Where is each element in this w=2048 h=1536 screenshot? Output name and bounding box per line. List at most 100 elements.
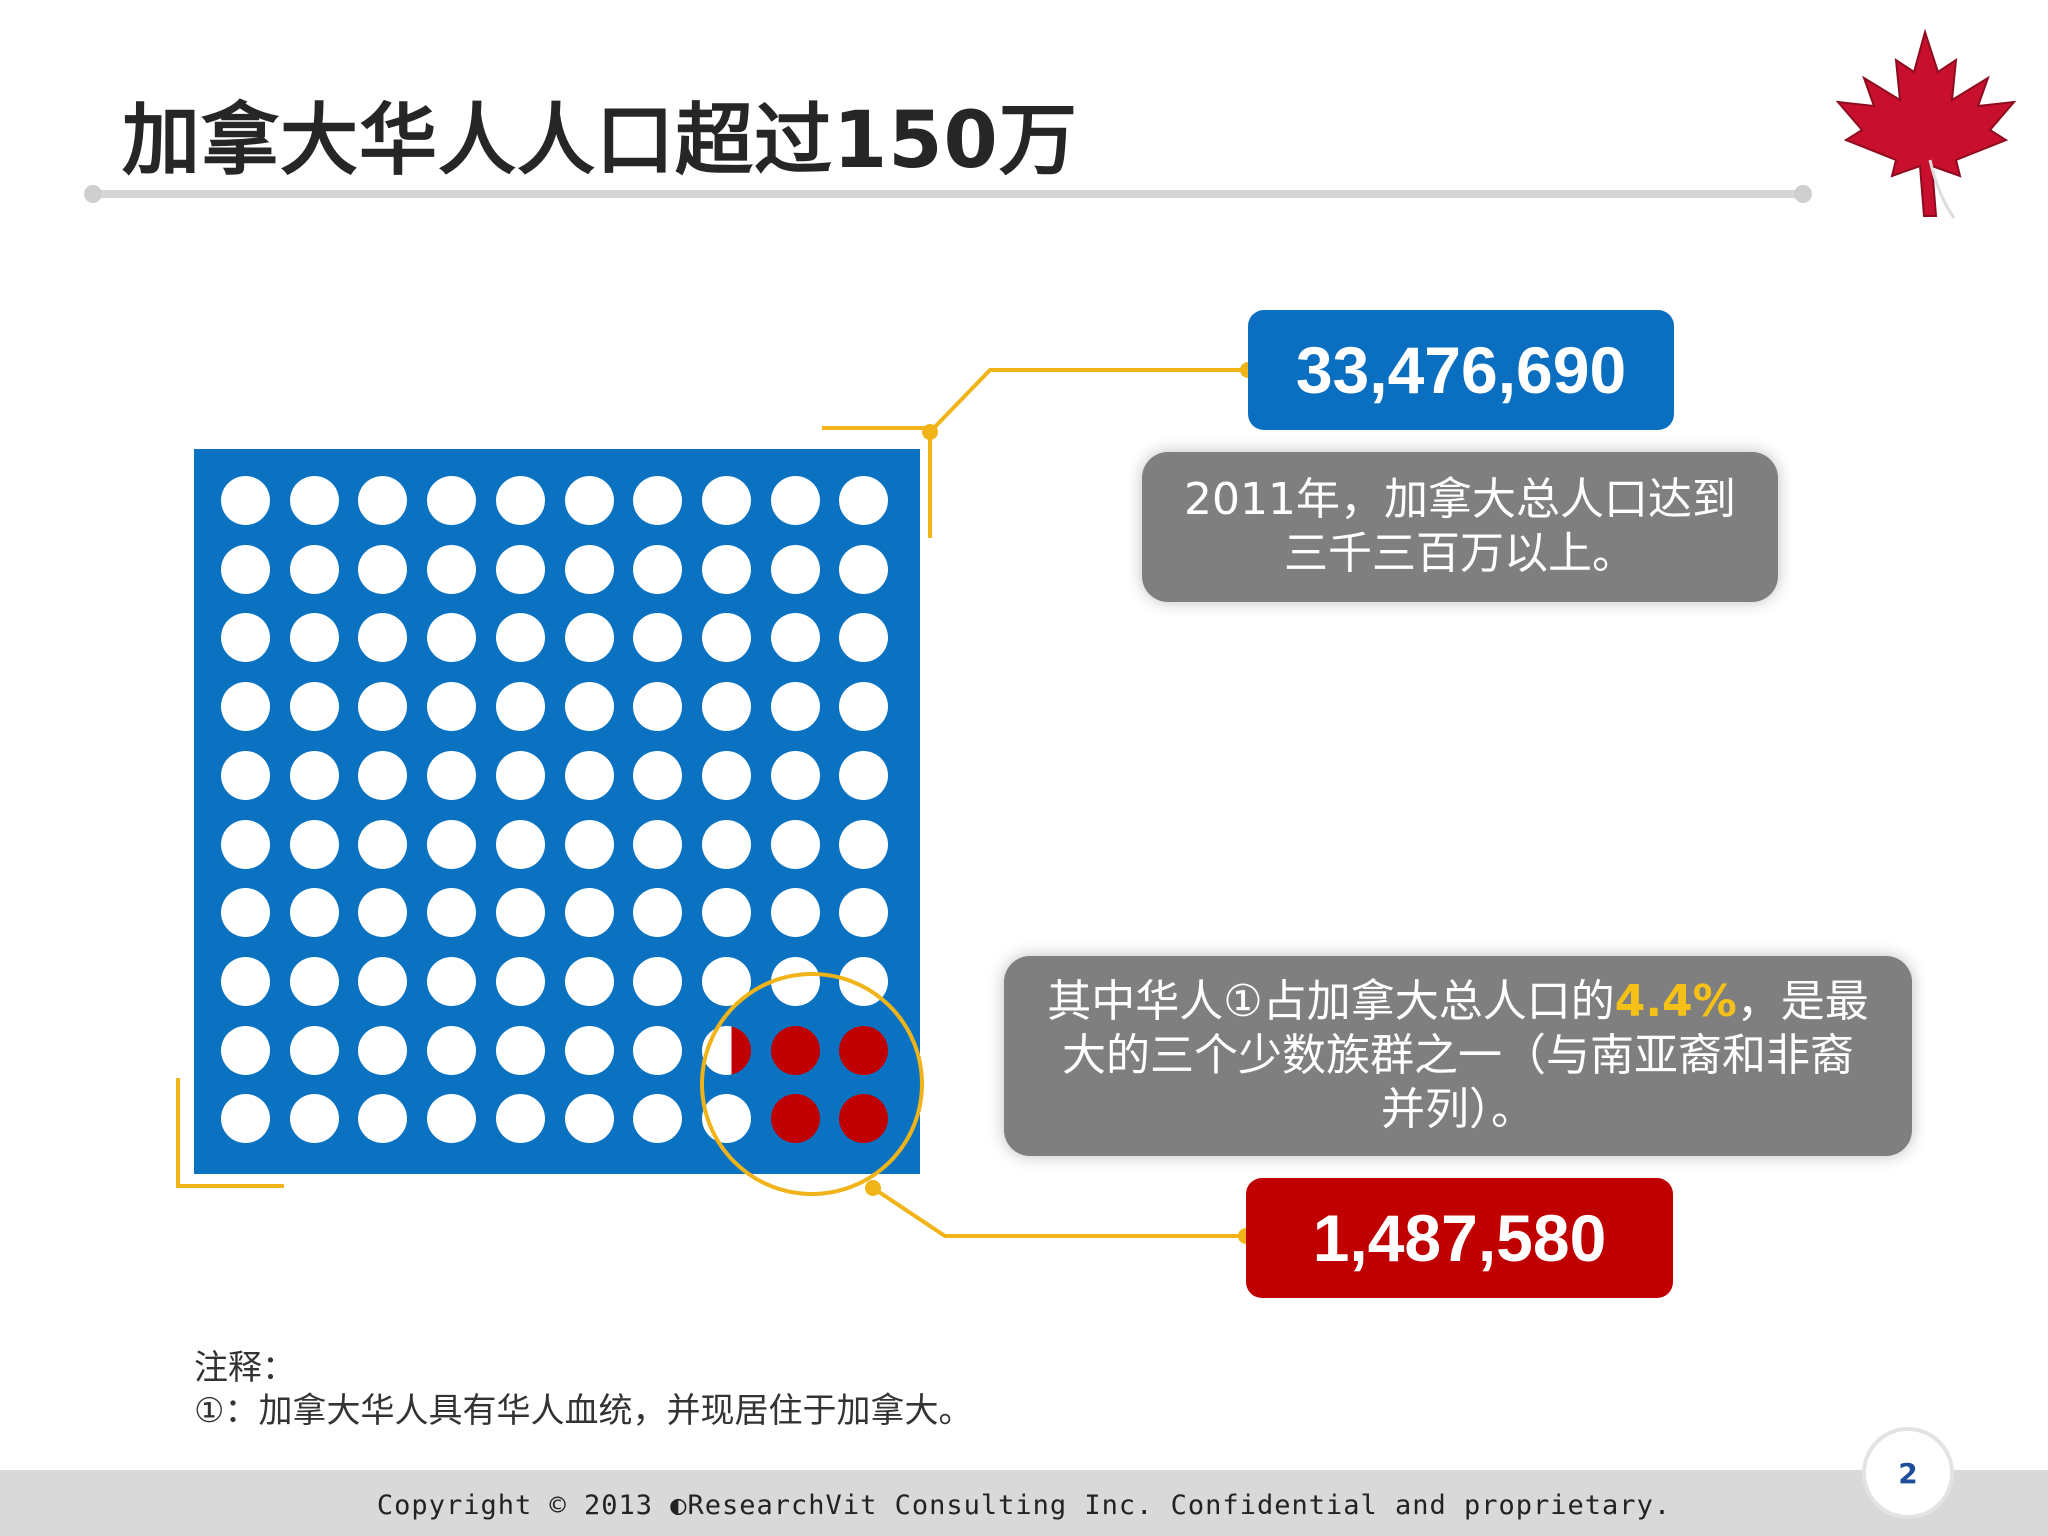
chinese-population-caption: 其中华人①占加拿大总人口的4.4%，是最 大的三个少数族群之一（与南亚裔和非裔 … <box>1004 956 1912 1156</box>
population-dot <box>633 682 683 732</box>
population-dot <box>221 1094 270 1144</box>
note-heading: 注释： <box>194 1348 296 1388</box>
population-dot <box>839 613 889 663</box>
page-title: 加拿大华人人口超过150万 <box>122 96 1078 186</box>
copyright-text: Copyright © 2013 ◐ResearchVit Consulting… <box>376 1490 1672 1521</box>
population-dot <box>358 750 408 800</box>
population-dot <box>564 1094 614 1144</box>
population-dot <box>770 544 820 594</box>
population-dot <box>358 956 408 1006</box>
population-dot <box>839 544 889 594</box>
population-dot <box>701 750 751 800</box>
population-dot-grid <box>194 449 920 1174</box>
population-dot <box>770 1094 820 1144</box>
population-dot <box>701 1094 751 1144</box>
population-dot <box>427 750 477 800</box>
population-dot <box>839 750 889 800</box>
population-dot <box>701 613 751 663</box>
total-population-badge: 33,476,690 <box>1248 310 1674 430</box>
population-dot <box>221 613 270 663</box>
note-body: ①：加拿大华人具有华人血统，并现居住于加拿大。 <box>194 1391 973 1431</box>
population-dot <box>427 819 477 869</box>
population-dot <box>495 613 545 663</box>
population-dot <box>564 544 614 594</box>
population-dot <box>564 888 614 938</box>
population-dot <box>289 682 339 732</box>
population-dot <box>839 819 889 869</box>
population-dot <box>221 1025 270 1075</box>
population-dot <box>358 682 408 732</box>
population-dot <box>289 956 339 1006</box>
population-dot <box>358 476 408 525</box>
chinese-caption-line-3: 并列）。 <box>1380 1084 1535 1135</box>
population-dot <box>358 613 408 663</box>
population-dot <box>221 888 270 938</box>
population-dot <box>839 682 889 732</box>
population-dot <box>770 750 820 800</box>
total-caption-line-2: 三千三百万以上。 <box>1283 528 1636 579</box>
footer-bar <box>0 1470 2048 1536</box>
population-dot <box>289 1094 339 1144</box>
population-dot <box>358 888 408 938</box>
population-dot <box>633 1025 683 1075</box>
population-dot <box>701 544 751 594</box>
population-dot <box>289 544 339 594</box>
population-dot <box>358 544 408 594</box>
divider-endpoint-left <box>84 185 102 203</box>
population-dot <box>289 613 339 663</box>
population-dot <box>289 750 339 800</box>
population-dot <box>221 544 270 594</box>
maple-leaf-icon <box>1835 28 2017 219</box>
population-dot <box>495 956 545 1006</box>
population-dot <box>221 956 270 1006</box>
population-dot <box>289 1025 339 1075</box>
population-dot <box>221 476 270 525</box>
divider-endpoint-right <box>1794 185 1812 203</box>
population-dot <box>633 819 683 869</box>
population-dot <box>427 888 477 938</box>
total-population-caption: 2011年，加拿大总人口达到 三千三百万以上。 <box>1142 452 1778 602</box>
population-dot <box>633 888 683 938</box>
title-divider <box>86 190 1808 198</box>
population-dot <box>221 819 270 869</box>
population-dot <box>221 750 270 800</box>
population-dot <box>427 613 477 663</box>
population-dot <box>564 1025 614 1075</box>
population-dot <box>427 1094 477 1144</box>
population-dot <box>701 1025 751 1075</box>
population-dot <box>701 888 751 938</box>
population-dot <box>564 819 614 869</box>
population-dot <box>427 956 477 1006</box>
chinese-share-percent: 4.4% <box>1614 976 1737 1027</box>
population-dot <box>564 613 614 663</box>
population-dot <box>358 1025 408 1075</box>
chinese-caption-line-1: 其中华人①占加拿大总人口的4.4%，是最 <box>1047 976 1869 1027</box>
population-dot <box>633 476 683 525</box>
population-dot <box>839 956 889 1006</box>
population-dot <box>564 476 614 525</box>
population-dot <box>289 888 339 938</box>
total-caption-line-1: 2011年，加拿大总人口达到 <box>1184 474 1736 525</box>
population-dot <box>289 476 339 525</box>
population-dot <box>427 682 477 732</box>
population-dot <box>770 888 820 938</box>
population-dot <box>221 682 270 732</box>
population-dot <box>839 1025 889 1075</box>
population-dot <box>564 956 614 1006</box>
population-dot <box>358 1094 408 1144</box>
chinese-caption-line-2: 大的三个少数族群之一（与南亚裔和非裔 <box>1061 1030 1854 1081</box>
population-dot <box>770 956 820 1006</box>
population-dot <box>633 750 683 800</box>
population-dot <box>839 1094 889 1144</box>
population-dot <box>633 613 683 663</box>
population-dot <box>495 1025 545 1075</box>
population-dot <box>633 956 683 1006</box>
population-dot <box>701 682 751 732</box>
chinese-population-badge: 1,487,580 <box>1246 1178 1673 1298</box>
population-dot <box>495 750 545 800</box>
population-dot <box>770 682 820 732</box>
population-dot <box>495 888 545 938</box>
population-dot <box>427 544 477 594</box>
population-dot <box>633 544 683 594</box>
population-dot <box>770 476 820 525</box>
